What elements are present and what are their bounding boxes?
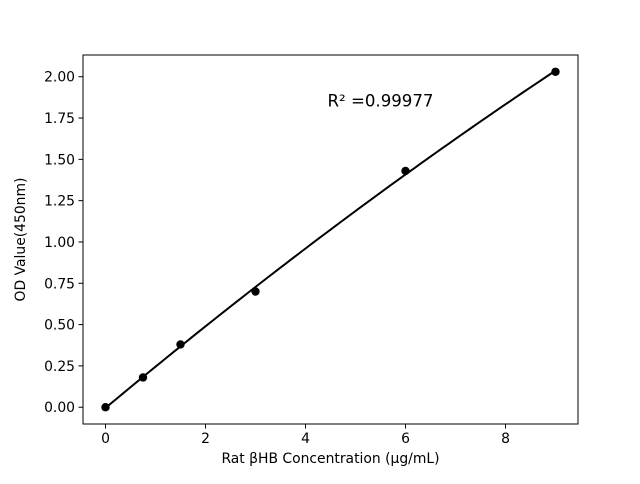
r-squared-annotation: R² =0.99977 — [328, 92, 434, 111]
data-point — [176, 340, 185, 349]
data-point — [138, 373, 148, 382]
x-tick-label: 4 — [301, 431, 310, 447]
fit-line — [104, 69, 557, 409]
x-tick-label: 2 — [201, 431, 210, 447]
y-tick-label: 0.25 — [44, 359, 75, 375]
y-tick-label: 1.00 — [44, 235, 75, 251]
data-point — [401, 166, 410, 176]
x-tick-label: 8 — [501, 431, 510, 447]
y-tick-label: 0.75 — [44, 276, 75, 292]
x-tick-label: 0 — [101, 431, 110, 447]
y-tick-label: 1.25 — [44, 194, 75, 210]
x-tick-label: 6 — [401, 431, 410, 447]
plot-frame — [82, 54, 579, 425]
data-point — [251, 287, 260, 296]
plot-area: 0 2 4 6 8 0.00 0.25 0.50 0.75 1.00 1.25 1.50 1.75 2.0… — [44, 54, 579, 447]
y-tick-label: 1.50 — [44, 152, 75, 168]
data-point — [101, 403, 110, 412]
y-tick-label: 2.00 — [44, 70, 75, 86]
data-point — [551, 67, 560, 76]
y-tick-label: 1.75 — [44, 111, 75, 127]
x-axis-label: Rat βHB Concentration (μg/mL) — [221, 451, 439, 467]
y-tick-label: 0.50 — [44, 318, 75, 334]
y-axis-label: OD Value(450nm) — [13, 178, 29, 302]
y-tick-label: 0.00 — [44, 400, 75, 416]
